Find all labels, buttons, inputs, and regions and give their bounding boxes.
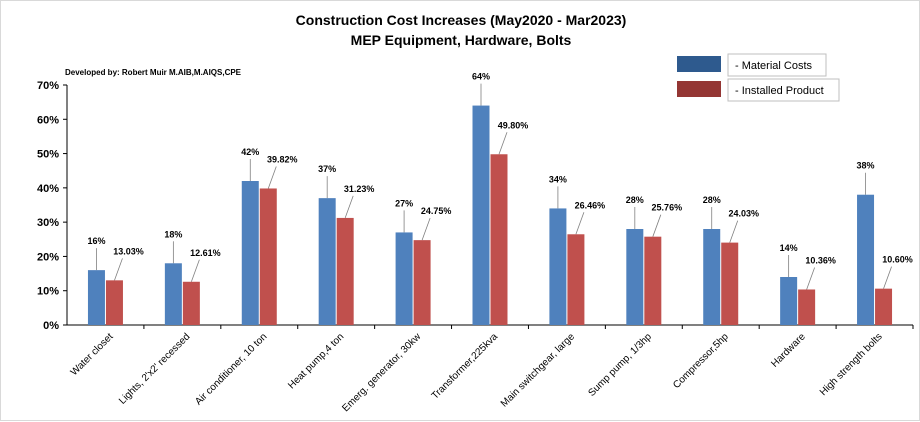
bar bbox=[644, 236, 662, 325]
x-tick-label: Main switchgear, large bbox=[499, 331, 577, 409]
y-tick-label: 50% bbox=[37, 149, 59, 161]
data-label: 13.03% bbox=[113, 246, 144, 256]
data-label: 34% bbox=[549, 174, 567, 184]
data-label-leader bbox=[883, 266, 892, 289]
bar bbox=[549, 208, 567, 325]
x-tick-label: Heat pump,4 ton bbox=[286, 331, 346, 391]
x-tick-label: Sump pump, 1/3hp bbox=[586, 331, 654, 399]
legend-label-installed: - Installed Product bbox=[735, 85, 824, 97]
bar bbox=[395, 232, 413, 325]
data-label-leader bbox=[652, 214, 662, 237]
x-axis-ticks: Water closet Lights, 2'x2' recessed Air co… bbox=[69, 325, 914, 414]
x-tick-label: Lights, 2'x2' recessed bbox=[117, 331, 192, 406]
x-tick-label: Hardware bbox=[769, 331, 808, 370]
data-label: 12.61% bbox=[190, 248, 221, 258]
y-tick-label: 0% bbox=[43, 320, 59, 332]
data-label-leaders bbox=[96, 83, 892, 290]
x-tick-label: Air conditioner, 10 ton bbox=[193, 331, 269, 407]
data-label-leader bbox=[498, 132, 508, 155]
bar bbox=[164, 263, 182, 325]
data-label: 31.23% bbox=[344, 184, 375, 194]
data-label: 24.75% bbox=[421, 206, 452, 216]
data-label: 39.82% bbox=[267, 154, 298, 164]
legend-box-installed bbox=[727, 78, 840, 102]
data-label: 49.80% bbox=[498, 120, 529, 130]
data-label: 64% bbox=[472, 72, 490, 82]
y-tick-label: 40% bbox=[37, 183, 59, 195]
data-labels-group: 16% 13.03% 18% 12.61% 42% 39.82% 37% 31.23% 27% 2… bbox=[87, 72, 912, 266]
y-tick-label: 70% bbox=[37, 80, 59, 92]
legend-swatch-material bbox=[677, 56, 721, 72]
data-label-leader bbox=[421, 218, 431, 241]
bar bbox=[798, 289, 816, 325]
data-label-leader bbox=[344, 195, 354, 219]
bar bbox=[105, 280, 123, 325]
data-label: 27% bbox=[395, 198, 413, 208]
chart-subtitle: MEP Equipment, Hardware, Bolts bbox=[351, 32, 572, 48]
data-label: 14% bbox=[780, 243, 798, 253]
data-label: 18% bbox=[164, 229, 182, 239]
bar bbox=[87, 270, 105, 325]
bars-group bbox=[87, 105, 893, 325]
data-label: 24.03% bbox=[728, 209, 759, 219]
x-tick-label: High strength bolts bbox=[818, 331, 885, 398]
bar bbox=[780, 277, 798, 325]
x-tick-label: Transformer,225kva bbox=[430, 331, 501, 402]
x-tick-label: Compressor,5hp bbox=[671, 331, 731, 391]
legend-label-material: - Material Costs bbox=[735, 60, 813, 72]
bar bbox=[318, 198, 336, 325]
y-tick-label: 60% bbox=[37, 114, 59, 126]
chart-credit: Developed by: Robert Muir M.AIB,M.AIQS,C… bbox=[65, 68, 242, 77]
data-label: 28% bbox=[703, 195, 721, 205]
data-label: 26.46% bbox=[575, 200, 606, 210]
data-label: 10.36% bbox=[805, 255, 836, 265]
bar bbox=[182, 281, 200, 325]
chart-title: Construction Cost Increases (May2020 - M… bbox=[296, 12, 627, 28]
data-label: 25.76% bbox=[652, 203, 683, 213]
bar bbox=[259, 188, 277, 325]
data-label-leader bbox=[190, 259, 200, 282]
data-label-leader bbox=[267, 166, 277, 189]
bar bbox=[413, 240, 431, 325]
bar bbox=[721, 242, 739, 325]
data-label: 16% bbox=[87, 236, 105, 246]
x-tick-label: Emerg. generator, 30kw bbox=[340, 331, 423, 414]
data-label: 37% bbox=[318, 164, 336, 174]
bar bbox=[875, 288, 893, 325]
bar bbox=[626, 229, 644, 325]
x-tick-label: Water closet bbox=[69, 331, 116, 378]
data-label-leader bbox=[806, 267, 816, 290]
legend: - Material Costs - Installed Product bbox=[677, 53, 840, 102]
y-axis-ticks: 0% 10% 20% 30% 40% 50% 60% 70% bbox=[37, 80, 67, 332]
y-tick-label: 10% bbox=[37, 286, 59, 298]
bar bbox=[241, 181, 259, 325]
legend-swatch-installed bbox=[677, 81, 721, 97]
y-tick-label: 20% bbox=[37, 251, 59, 263]
data-label-leader bbox=[114, 258, 123, 281]
y-tick-label: 30% bbox=[37, 217, 59, 229]
bar bbox=[490, 154, 508, 325]
legend-box-material bbox=[727, 53, 827, 77]
data-label: 38% bbox=[857, 161, 875, 171]
data-label: 10.60% bbox=[882, 255, 913, 265]
bar bbox=[472, 105, 490, 325]
bar bbox=[703, 229, 721, 325]
data-label: 42% bbox=[241, 147, 259, 157]
bar bbox=[567, 234, 585, 325]
data-label-leader bbox=[729, 220, 739, 243]
data-label: 28% bbox=[626, 195, 644, 205]
bar bbox=[857, 194, 875, 325]
data-label-leader bbox=[575, 212, 585, 235]
bar bbox=[336, 217, 354, 325]
